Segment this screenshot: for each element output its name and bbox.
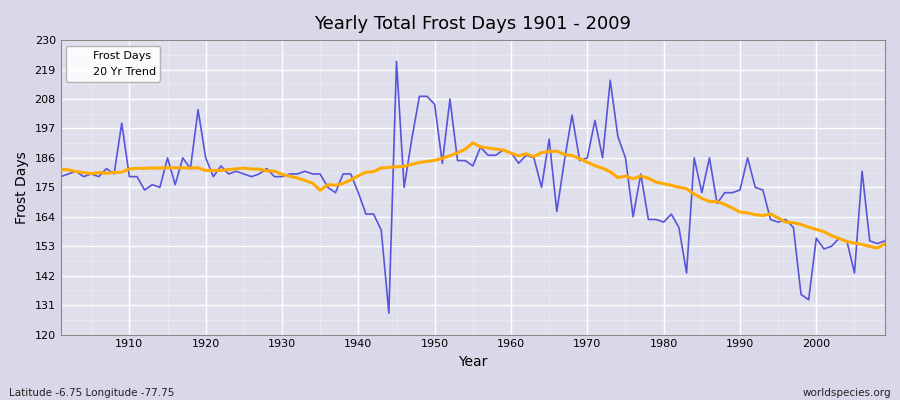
- Legend: Frost Days, 20 Yr Trend: Frost Days, 20 Yr Trend: [67, 46, 160, 82]
- 20 Yr Trend: [506, 151, 517, 156]
- 20 Yr Trend: [284, 174, 295, 178]
- Frost Days: [521, 153, 532, 158]
- Y-axis label: Frost Days: Frost Days: [15, 151, 29, 224]
- 20 Yr Trend: [879, 242, 890, 246]
- 20 Yr Trend: [330, 183, 341, 188]
- 20 Yr Trend: [605, 170, 616, 174]
- Frost Days: [330, 190, 341, 195]
- Line: Frost Days: Frost Days: [60, 62, 885, 313]
- Line: 20 Yr Trend: 20 Yr Trend: [60, 143, 885, 248]
- Frost Days: [879, 238, 890, 243]
- 20 Yr Trend: [55, 167, 66, 172]
- Text: worldspecies.org: worldspecies.org: [803, 388, 891, 398]
- Title: Yearly Total Frost Days 1901 - 2009: Yearly Total Frost Days 1901 - 2009: [314, 15, 631, 33]
- 20 Yr Trend: [467, 140, 478, 145]
- 20 Yr Trend: [116, 170, 127, 174]
- X-axis label: Year: Year: [458, 355, 488, 369]
- 20 Yr Trend: [513, 154, 524, 158]
- Frost Days: [383, 311, 394, 316]
- Frost Days: [284, 172, 295, 176]
- Frost Days: [116, 121, 127, 126]
- Frost Days: [613, 134, 624, 139]
- Frost Days: [55, 174, 66, 179]
- Text: Latitude -6.75 Longitude -77.75: Latitude -6.75 Longitude -77.75: [9, 388, 175, 398]
- Frost Days: [513, 161, 524, 166]
- Frost Days: [392, 59, 402, 64]
- 20 Yr Trend: [872, 246, 883, 250]
